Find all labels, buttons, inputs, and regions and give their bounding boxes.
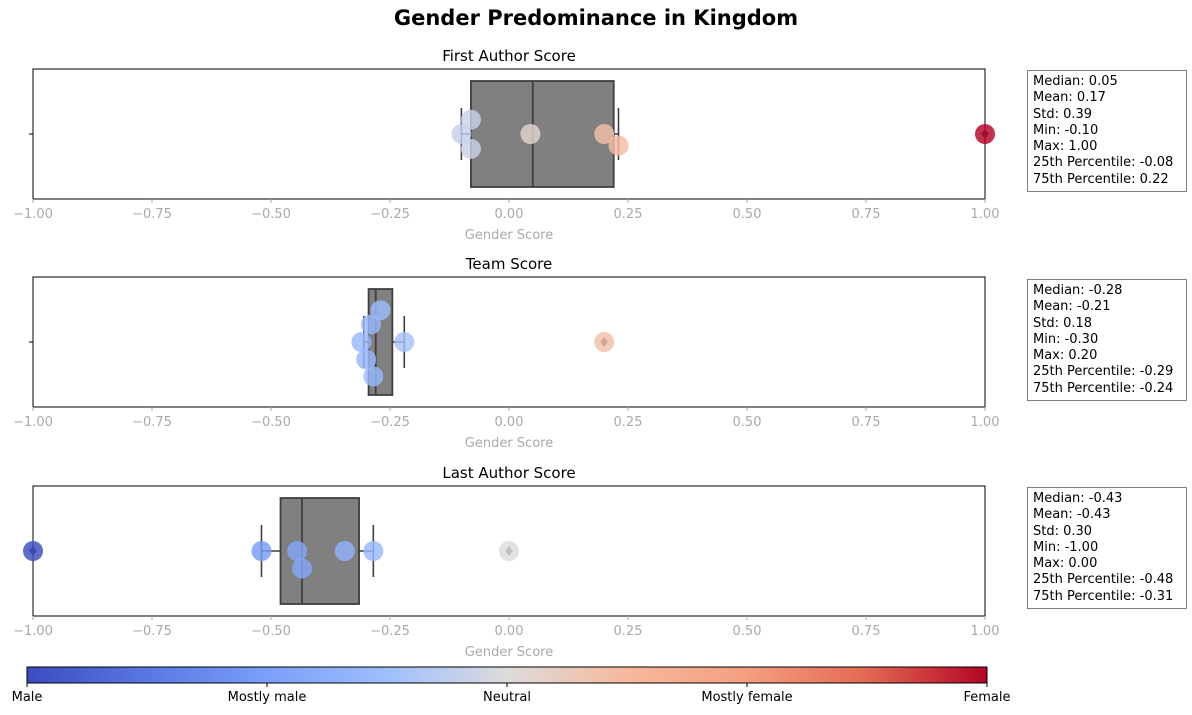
stats-line: Min: -1.00 (1033, 539, 1099, 555)
panel-title: First Author Score (442, 47, 576, 65)
panel-2: Team Score −1.00 −0.75 −0.50 −0.25 0.00 0.25 0.… (13, 255, 999, 451)
stats-line: 75th Percentile: -0.31 (1033, 588, 1174, 604)
data-point (251, 541, 272, 561)
data-point (520, 124, 541, 144)
x-tick-label: 0.25 (614, 624, 643, 639)
panel-3: Last Author Score −1.00 −0.75 −0.50 −0.25 0.0… (13, 464, 999, 660)
colorbar-label: Female (963, 690, 1011, 705)
x-tick-label: 0.50 (733, 624, 762, 639)
x-tick-label: 0.50 (733, 207, 762, 222)
x-tick-label: −0.25 (370, 624, 410, 639)
x-tick-label: −0.25 (370, 415, 410, 430)
stats-line: Std: 0.39 (1033, 106, 1093, 122)
x-axis-label: Gender Score (465, 645, 553, 660)
x-tick-label: 0.00 (495, 415, 524, 430)
data-point (363, 541, 384, 561)
x-tick-label: −0.50 (251, 624, 291, 639)
panel-title: Last Author Score (442, 464, 575, 482)
x-tick-label: −1.00 (13, 415, 53, 430)
x-axis-label: Gender Score (465, 436, 553, 451)
x-tick-label: −0.50 (251, 207, 291, 222)
panel-title: Team Score (465, 255, 552, 273)
stats-line: 75th Percentile: 0.22 (1033, 171, 1169, 187)
stats-box: Median: -0.43 Mean: -0.43 Std: 0.30 Min: -1… (1027, 487, 1187, 610)
stats-box: Median: 0.05 Mean: 0.17 Std: 0.39 Min: -0.1… (1027, 70, 1187, 193)
data-point (370, 300, 391, 321)
x-tick-label: −1.00 (13, 207, 53, 222)
x-tick-label: −1.00 (13, 624, 53, 639)
stats-line: Mean: -0.43 (1033, 507, 1111, 523)
stats-line: Min: -0.10 (1033, 122, 1099, 138)
data-point (608, 135, 629, 156)
colorbar (26, 666, 988, 684)
stats-line: 75th Percentile: -0.24 (1033, 380, 1174, 396)
data-point (360, 314, 381, 335)
stats-line: Max: 1.00 (1033, 139, 1098, 155)
stats-line: 25th Percentile: -0.08 (1033, 155, 1174, 171)
stats-box: Median: -0.28 Mean: -0.21 Std: 0.18 Min: -0… (1027, 279, 1187, 402)
stats-line: Std: 0.18 (1033, 315, 1093, 331)
x-tick-label: −0.75 (132, 207, 172, 222)
colorbar-label: Neutral (483, 690, 531, 705)
axes-frame (32, 276, 986, 408)
stats-line: 25th Percentile: -0.48 (1033, 572, 1174, 588)
data-point (460, 138, 481, 159)
data-point (594, 332, 615, 352)
data-point (291, 558, 312, 579)
stats-line: Mean: -0.21 (1033, 299, 1111, 315)
data-point (499, 541, 519, 561)
x-tick-label: 0.75 (852, 415, 881, 430)
stats-line: Max: 0.20 (1033, 348, 1098, 364)
data-point (594, 124, 615, 144)
data-point (363, 366, 384, 387)
stats-line: Mean: 0.17 (1033, 90, 1106, 106)
data-point (334, 541, 355, 561)
x-tick-label: 0.75 (852, 624, 881, 639)
x-tick-label: −0.25 (370, 207, 410, 222)
data-point (975, 124, 995, 144)
data-point (23, 541, 43, 561)
data-point (351, 332, 372, 352)
x-tick-label: 1.00 (971, 624, 1000, 639)
x-tick-label: 0.25 (614, 207, 643, 222)
data-point (460, 109, 481, 130)
x-tick-label: 0.00 (495, 624, 524, 639)
stats-line: Median: 0.05 (1033, 74, 1118, 89)
x-tick-label: −0.50 (251, 415, 291, 430)
data-point (287, 541, 308, 561)
x-tick-label: 0.00 (495, 207, 524, 222)
colorbar-label: Male (11, 690, 43, 705)
x-tick-label: 0.50 (733, 415, 762, 430)
data-point (356, 349, 377, 370)
x-tick-label: 1.00 (971, 415, 1000, 430)
data-point (451, 124, 472, 144)
colorbar-label: Mostly female (701, 690, 793, 705)
stats-line: Min: -0.30 (1033, 331, 1099, 347)
stats-line: Max: 0.00 (1033, 556, 1098, 572)
x-axis-label: Gender Score (465, 228, 553, 243)
stats-line: Std: 0.30 (1033, 523, 1093, 539)
x-tick-label: −0.75 (132, 415, 172, 430)
chart-title: Gender Predominance in Kingdom (393, 6, 799, 30)
stats-line: Median: -0.43 (1033, 491, 1123, 506)
x-tick-label: 0.25 (614, 415, 643, 430)
box (470, 80, 615, 188)
x-tick-label: 1.00 (971, 207, 1000, 222)
stats-line: Median: -0.28 (1033, 283, 1123, 298)
colorbar-label: Mostly male (227, 690, 307, 705)
panel-1: First Author Score −1.00 −0.75 −0.50 −0.25 0.… (13, 47, 999, 243)
x-tick-label: −0.75 (132, 624, 172, 639)
data-point (394, 332, 415, 352)
stats-line: 25th Percentile: -0.29 (1033, 364, 1174, 380)
x-tick-label: 0.75 (852, 207, 881, 222)
